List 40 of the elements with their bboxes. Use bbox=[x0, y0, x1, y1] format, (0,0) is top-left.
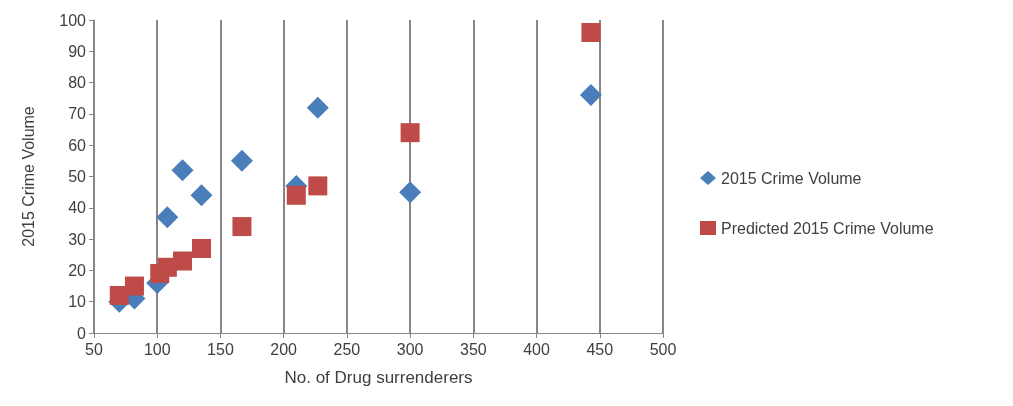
y-tick-label: 30 bbox=[68, 230, 87, 248]
y-tick-label: 40 bbox=[68, 199, 87, 217]
x-tick-label: 50 bbox=[85, 340, 103, 358]
point bbox=[308, 176, 328, 196]
point bbox=[190, 184, 213, 207]
point bbox=[191, 238, 211, 258]
x-tick-label: 450 bbox=[586, 340, 614, 358]
point bbox=[124, 276, 144, 296]
x-tick-label: 200 bbox=[270, 340, 298, 358]
x-tick-label: 150 bbox=[207, 340, 234, 358]
point bbox=[230, 149, 253, 172]
y-tick-label: 100 bbox=[59, 11, 87, 29]
x-tick-label: 250 bbox=[333, 340, 361, 358]
point bbox=[306, 96, 329, 119]
y-tick-label: 90 bbox=[68, 42, 87, 60]
legend-label: 2015 Crime Volume bbox=[721, 169, 862, 187]
y-tick-label: 60 bbox=[68, 136, 87, 154]
x-tick-label: 400 bbox=[523, 340, 550, 358]
y-tick-label: 10 bbox=[68, 293, 87, 311]
y-tick-label: 80 bbox=[68, 74, 87, 92]
point bbox=[399, 181, 422, 204]
point bbox=[581, 23, 601, 43]
point bbox=[171, 159, 194, 182]
point bbox=[579, 84, 602, 107]
x-tick-label: 500 bbox=[649, 340, 677, 358]
point bbox=[156, 206, 179, 229]
x-axis-title: No. of Drug surrenderers bbox=[284, 368, 473, 387]
y-tick-label: 70 bbox=[68, 105, 87, 123]
point bbox=[173, 251, 193, 271]
point bbox=[400, 123, 420, 143]
y-tick-label: 0 bbox=[77, 324, 87, 342]
point bbox=[286, 185, 306, 205]
y-tick-label: 20 bbox=[68, 261, 87, 279]
y-axis-title: 2015 Crime Volume bbox=[19, 106, 37, 247]
point bbox=[232, 217, 252, 237]
y-tick-label: 50 bbox=[68, 168, 87, 185]
x-tick-label: 100 bbox=[143, 340, 171, 358]
legend-label: Predicted 2015 Crime Volume bbox=[721, 219, 934, 237]
x-tick-label: 350 bbox=[459, 340, 487, 358]
x-tick-label: 300 bbox=[396, 340, 424, 358]
